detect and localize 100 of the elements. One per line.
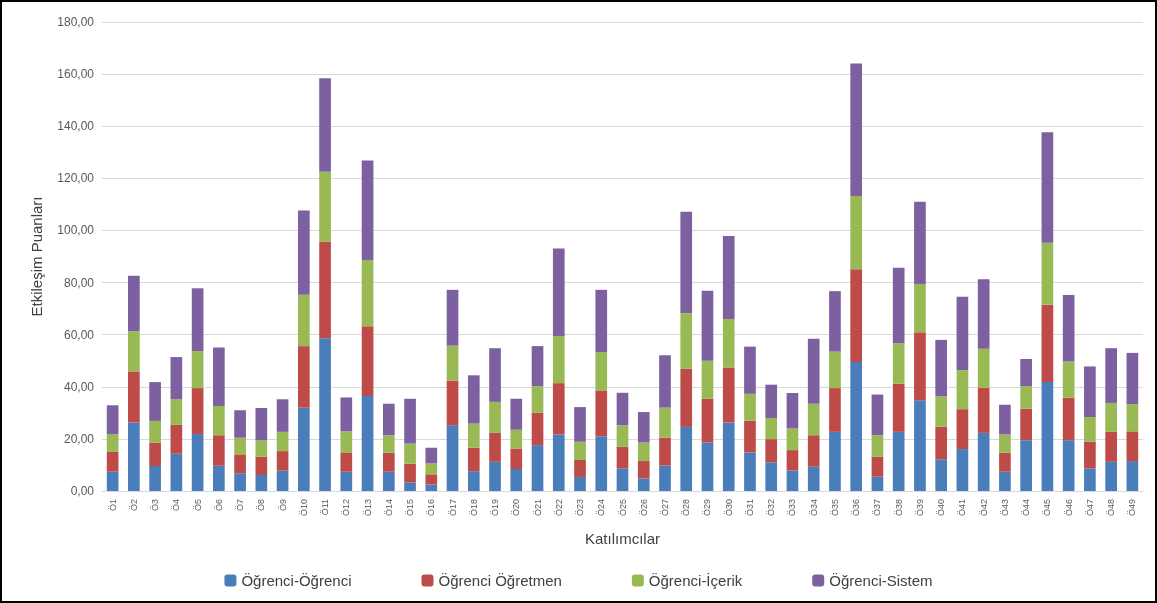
x-tick-label: Ö41 — [957, 499, 968, 517]
bar — [935, 459, 948, 491]
y-tick-label: 180,00 — [57, 15, 95, 29]
bar — [297, 407, 310, 491]
bar — [510, 398, 523, 430]
bar — [701, 442, 714, 491]
bar — [489, 348, 501, 402]
bar — [234, 437, 246, 456]
x-tick-label: Ö26 — [638, 499, 649, 517]
x-tick-label: Ö12 — [341, 499, 352, 517]
bar — [149, 442, 161, 466]
bar — [382, 452, 395, 472]
x-tick-label: Ö43 — [999, 499, 1010, 517]
legend-label: Öğrenci Öğretmen — [438, 572, 562, 589]
bar — [1020, 358, 1032, 387]
bar — [128, 422, 140, 491]
bar — [1062, 397, 1075, 441]
bar — [892, 343, 905, 384]
x-tick-label: Ö30 — [723, 499, 734, 517]
x-tick-label: Ö3 — [150, 499, 161, 512]
bar — [744, 420, 756, 453]
x-tick-label: Ö5 — [192, 499, 203, 512]
bar — [340, 452, 353, 472]
x-tick-label: Ö31 — [744, 499, 755, 517]
bar — [1041, 132, 1054, 243]
bar — [1105, 348, 1117, 403]
x-tick-label: Ö6 — [213, 499, 224, 512]
bar — [552, 248, 565, 337]
bar — [807, 435, 820, 467]
bar — [829, 431, 841, 491]
bar — [956, 296, 969, 371]
bar — [1105, 461, 1117, 491]
bar — [106, 451, 119, 472]
bar — [446, 425, 459, 491]
y-axis-title: Etkileşim Puanları — [28, 196, 45, 317]
bar — [1126, 431, 1139, 462]
x-tick-label: Ö2 — [128, 499, 139, 512]
bar — [213, 435, 225, 466]
x-tick-label: Ö48 — [1106, 499, 1117, 517]
x-tick-label: Ö33 — [787, 499, 798, 517]
bar — [850, 362, 863, 491]
bar — [531, 445, 544, 491]
bar — [722, 367, 735, 423]
bar — [616, 446, 629, 469]
bar — [425, 447, 438, 464]
x-tick-label: Ö34 — [808, 499, 819, 517]
bar — [467, 447, 480, 472]
bar — [765, 384, 778, 419]
x-tick-label: Ö25 — [617, 499, 628, 517]
bar — [1020, 408, 1032, 441]
x-tick-label: Ö32 — [766, 499, 777, 517]
bar — [340, 397, 353, 432]
legend-label: Öğrenci-İçerik — [648, 572, 743, 589]
bar — [956, 370, 969, 410]
bar — [276, 451, 289, 471]
bar — [361, 259, 374, 327]
y-tick-label: 80,00 — [63, 275, 95, 290]
bar — [149, 420, 161, 443]
x-tick-label: Ö1 — [107, 499, 118, 512]
bar — [680, 368, 693, 427]
bar — [446, 289, 459, 346]
bar — [786, 470, 799, 491]
bar — [829, 388, 841, 432]
bar — [489, 461, 501, 491]
bar — [128, 331, 140, 372]
bar — [829, 291, 841, 352]
bar — [404, 443, 416, 464]
bar — [510, 469, 523, 491]
bar — [1084, 468, 1096, 491]
bar — [425, 463, 438, 475]
bar — [871, 456, 884, 477]
bar — [786, 428, 799, 451]
bar — [191, 288, 204, 352]
bar — [213, 347, 225, 407]
bar — [722, 235, 735, 320]
bar — [467, 471, 480, 491]
x-tick-label: Ö22 — [553, 499, 564, 517]
bar — [510, 448, 523, 470]
bar — [595, 352, 608, 391]
bar — [128, 371, 140, 423]
bar — [977, 387, 990, 433]
x-tick-label: Ö36 — [851, 499, 862, 517]
bar — [659, 437, 671, 466]
bar — [170, 357, 183, 400]
bar — [871, 476, 884, 491]
bar — [744, 452, 756, 491]
bar — [128, 275, 140, 332]
bar — [616, 392, 629, 426]
bar — [680, 426, 693, 491]
bar — [531, 346, 544, 387]
bar — [404, 398, 416, 444]
y-tick-label: 0,00 — [70, 484, 95, 498]
bar — [935, 426, 948, 460]
bar — [1062, 361, 1075, 398]
x-axis-title: Katılımcılar — [584, 530, 661, 547]
x-tick-label: Ö19 — [490, 499, 501, 517]
bar — [765, 418, 778, 440]
bar — [276, 399, 289, 432]
y-tick-label: 140,00 — [57, 119, 95, 134]
bar — [552, 336, 565, 384]
